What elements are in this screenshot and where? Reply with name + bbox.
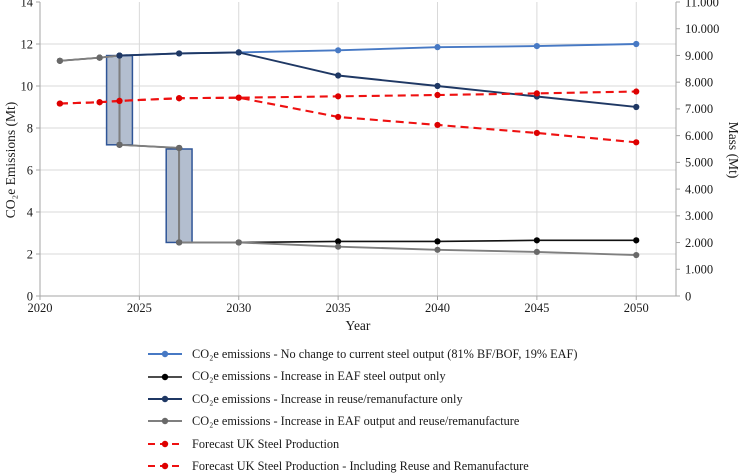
y-right-tick-label: 4.000 [685,182,713,196]
series-marker-3 [335,243,342,250]
series-line-5 [59,96,637,144]
legend-label: CO₂e emissions - Increase in EAF steel o… [192,369,446,384]
y-left-tick-label: 14 [21,0,34,9]
y-right-tick-label: 8.000 [685,75,713,89]
legend-item: CO₂e emissions - Increase in reuse/reman… [147,388,577,410]
y-right-tick-label: 11.000 [685,0,719,9]
series-marker-0 [335,47,342,54]
series-marker-1 [533,237,540,244]
series-marker-3 [235,239,242,246]
legend-item: Forecast UK Steel Production [147,433,577,455]
plot-area: 0 2 4 6 8 10 12 14 0 1.000 2.000 3.000 4.000 5.000 6.0… [21,0,720,315]
x-tick-label: 2050 [624,301,649,315]
legend-label: Forecast UK Steel Production [192,436,340,451]
legend: CO₂e emissions - No change to current st… [147,343,577,476]
series-marker-3 [176,144,183,152]
y-right-tick-label: 5.000 [685,156,713,170]
legend-swatch-icon [148,418,182,425]
legend-label: CO₂e emissions - Increase in EAF output … [192,414,520,429]
x-axis-title: Year [346,318,371,333]
series-marker-5 [533,129,540,137]
y-right-tick-label: 9.000 [685,49,713,63]
series-marker-3 [96,54,103,61]
series-marker-2 [434,82,441,90]
series-line-1 [59,54,637,244]
series-marker-3 [176,239,183,246]
y-left-tick-label: 8 [27,121,33,135]
series-marker-1 [633,237,640,244]
legend-label: CO₂e emissions - No change to current st… [192,347,578,362]
y-right-tick-label: 3.000 [685,209,713,223]
legend-item: CO₂e emissions - Increase in EAF steel o… [147,365,577,387]
x-tick-label: 2025 [127,301,152,315]
y-right-tick-label: 1.000 [685,263,713,277]
series-marker-4 [533,90,540,97]
co2-mass-line-chart: 0 2 4 6 8 10 12 14 0 1.000 2.000 3.000 4.000 5.000 6.0… [3,0,741,333]
y-right-tick-label: 10.000 [685,22,719,36]
y-left-tick-label: 10 [21,79,34,93]
legend-item: CO₂e emissions - Increase in EAF output … [147,410,577,432]
legend-label: Forecast UK Steel Production - Including… [192,459,529,473]
series-marker-5 [56,100,63,107]
x-tick-label: 2020 [28,301,53,315]
series-marker-0 [633,40,640,48]
series-marker-1 [335,238,342,245]
legend-swatch-icon [148,350,182,358]
legend-swatch-icon [148,440,182,447]
y-left-tick-label: 2 [27,247,33,261]
series-marker-2 [116,52,123,59]
series-marker-5 [176,95,183,102]
series-marker-5 [335,113,342,121]
y-right-tick-label: 6.000 [685,129,713,143]
x-tick-label: 2040 [425,301,450,315]
y-axis-right-title: Mass (Mt) [726,122,741,179]
series-marker-4 [633,88,640,95]
y-left-tick-label: 6 [27,163,33,177]
series-marker-0 [434,44,441,51]
series-marker-5 [96,99,103,106]
series-marker-5 [633,139,640,146]
x-tick-label: 2030 [226,301,251,315]
series-marker-1 [434,238,441,245]
y-left-tick-label: 4 [27,205,34,219]
y-right-tick-label: 2.000 [685,236,713,250]
legend-item: Forecast UK Steel Production - Including… [147,455,577,476]
series-marker-3 [533,248,540,255]
x-tick-label: 2045 [524,301,549,315]
series-marker-5 [235,94,242,101]
y-axis-left-title: CO₂e Emissions (Mt) [3,102,18,218]
legend-swatch-icon [148,395,182,403]
y-right-tick-label: 0 [685,289,691,303]
y-right-tick-label: 7.000 [685,102,713,116]
series-marker-0 [533,43,540,50]
series-marker-3 [434,246,441,253]
series-marker-2 [176,50,183,57]
series-marker-3 [116,141,123,148]
series-marker-5 [434,121,441,129]
y-left-tick-label: 0 [27,289,33,303]
y-left-tick-label: 12 [21,37,34,51]
series-marker-4 [434,91,441,99]
legend-swatch-icon [148,462,182,470]
series-marker-2 [235,49,242,56]
x-tick-label: 2035 [326,301,351,315]
series-line-3 [59,54,637,256]
series-marker-2 [335,72,342,79]
legend-swatch-icon [148,373,182,380]
legend-item: CO₂e emissions - No change to current st… [147,343,577,365]
series-marker-3 [633,251,640,259]
series-marker-3 [56,57,63,64]
series-marker-2 [633,103,640,111]
legend-label: CO₂e emissions - Increase in reuse/reman… [192,391,463,406]
series-marker-4 [335,93,342,100]
series-marker-5 [116,97,123,104]
